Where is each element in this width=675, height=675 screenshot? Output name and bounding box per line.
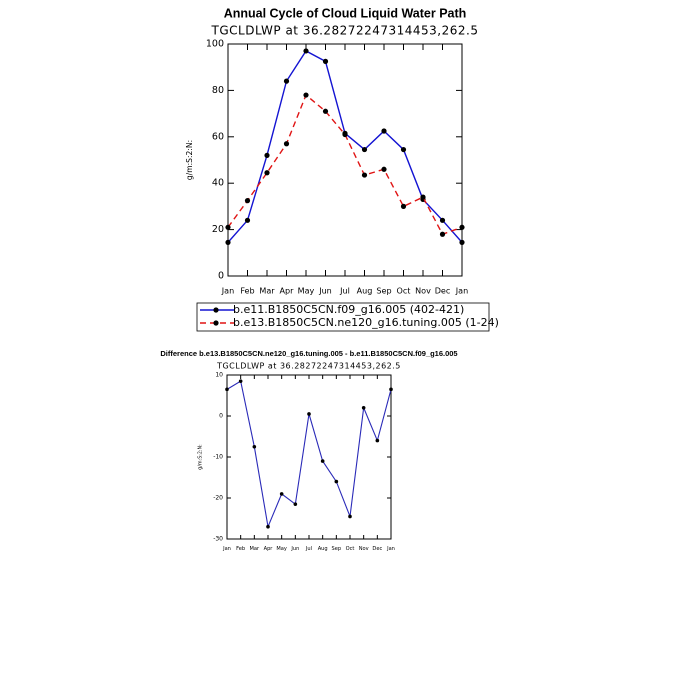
x-tick-label: Mar <box>250 546 261 552</box>
data-point <box>361 406 366 410</box>
legend-marker <box>213 320 219 326</box>
chart-subtitle: TGCLDLWP at 36.28272247314453,262.5 <box>216 362 401 371</box>
data-point <box>381 128 387 134</box>
chart-title: Annual Cycle of Cloud Liquid Water Path <box>224 6 467 20</box>
x-tick-label: Oct <box>397 287 411 296</box>
data-point <box>252 444 257 449</box>
x-tick-label: Jan <box>221 287 234 296</box>
data-point <box>334 479 339 484</box>
data-point <box>225 239 231 245</box>
data-point <box>244 198 251 204</box>
y-tick-label: -30 <box>213 536 223 543</box>
x-tick-label: Dec <box>435 287 451 296</box>
data-point <box>459 239 465 245</box>
x-tick-label: Sep <box>332 546 342 552</box>
x-tick-label: Sep <box>376 287 391 296</box>
x-tick-label: Feb <box>236 546 245 552</box>
data-point <box>459 224 465 230</box>
series-line <box>227 50 463 243</box>
y-tick-label: 20 <box>212 224 224 235</box>
y-tick-label: 100 <box>206 39 224 50</box>
plot-frame <box>227 43 463 277</box>
data-point <box>238 379 243 383</box>
data-point <box>244 217 251 223</box>
y-tick-label: 0 <box>218 271 224 282</box>
data-point <box>266 524 270 529</box>
data-point <box>381 166 387 172</box>
y-axis-label: g/m:S:2:N: <box>198 444 204 470</box>
data-point <box>303 92 309 98</box>
plot-frame <box>226 374 392 540</box>
data-point <box>293 502 298 506</box>
legend-label: b.e11.B1850C5CN.f09_g16.005 (402-421) <box>233 303 464 316</box>
y-tick-label: -20 <box>213 495 223 502</box>
y-tick-label: -10 <box>213 454 223 461</box>
data-point <box>375 438 380 443</box>
x-tick-label: Apr <box>280 287 295 296</box>
data-point <box>322 58 329 64</box>
x-tick-label: Jan <box>386 546 395 552</box>
x-tick-label: Feb <box>240 287 254 296</box>
data-point <box>400 146 407 153</box>
data-point <box>361 172 368 178</box>
data-point <box>389 387 393 392</box>
series-line <box>227 93 463 236</box>
x-tick-label: Jan <box>455 287 468 296</box>
x-tick-label: Nov <box>359 546 369 552</box>
y-tick-label: 0 <box>219 413 223 420</box>
data-point <box>439 231 446 237</box>
x-tick-label: Jul <box>339 287 350 296</box>
y-tick-label: 80 <box>212 85 224 96</box>
data-point <box>400 203 407 209</box>
data-point <box>348 514 352 519</box>
data-point <box>361 146 368 153</box>
series-line <box>226 380 392 529</box>
data-point <box>283 78 290 84</box>
x-tick-label: Jan <box>222 546 231 552</box>
data-point <box>225 224 231 230</box>
data-point <box>283 141 290 147</box>
chart-subtitle: TGCLDLWP at 36.28272247314453,262.5 <box>211 24 479 38</box>
data-point <box>322 108 329 114</box>
data-point <box>264 170 270 176</box>
x-tick-label: Jul <box>305 546 312 552</box>
x-tick-label: Jun <box>290 546 299 552</box>
x-tick-label: Aug <box>357 287 373 296</box>
x-tick-label: Dec <box>372 546 382 552</box>
legend-label: b.e13.B1850C5CN.ne120_g16.tuning.005 (1-… <box>233 316 499 329</box>
x-tick-label: Aug <box>318 546 328 552</box>
chart-title: Difference b.e13.B1850C5CN.ne120_g16.tun… <box>160 349 457 358</box>
data-point <box>264 152 270 158</box>
x-tick-label: May <box>276 546 287 552</box>
data-point <box>342 131 348 138</box>
data-point <box>307 412 311 416</box>
x-tick-label: Oct <box>346 546 355 552</box>
y-tick-label: 40 <box>212 178 224 189</box>
x-tick-label: Mar <box>259 287 275 296</box>
y-axis-label: g/m:S:2:N: <box>185 140 194 180</box>
data-point <box>279 492 284 496</box>
data-point <box>320 459 325 463</box>
x-tick-label: Nov <box>415 287 431 296</box>
x-tick-label: May <box>298 287 315 296</box>
legend-box <box>196 302 490 332</box>
x-tick-label: Apr <box>264 546 274 552</box>
data-point <box>225 387 229 392</box>
legend-marker <box>213 307 219 313</box>
x-tick-label: Jun <box>318 287 332 296</box>
data-point <box>420 194 426 200</box>
data-point <box>303 48 309 54</box>
y-tick-label: 60 <box>212 131 224 142</box>
data-point <box>439 217 446 223</box>
y-tick-label: 10 <box>215 372 223 379</box>
